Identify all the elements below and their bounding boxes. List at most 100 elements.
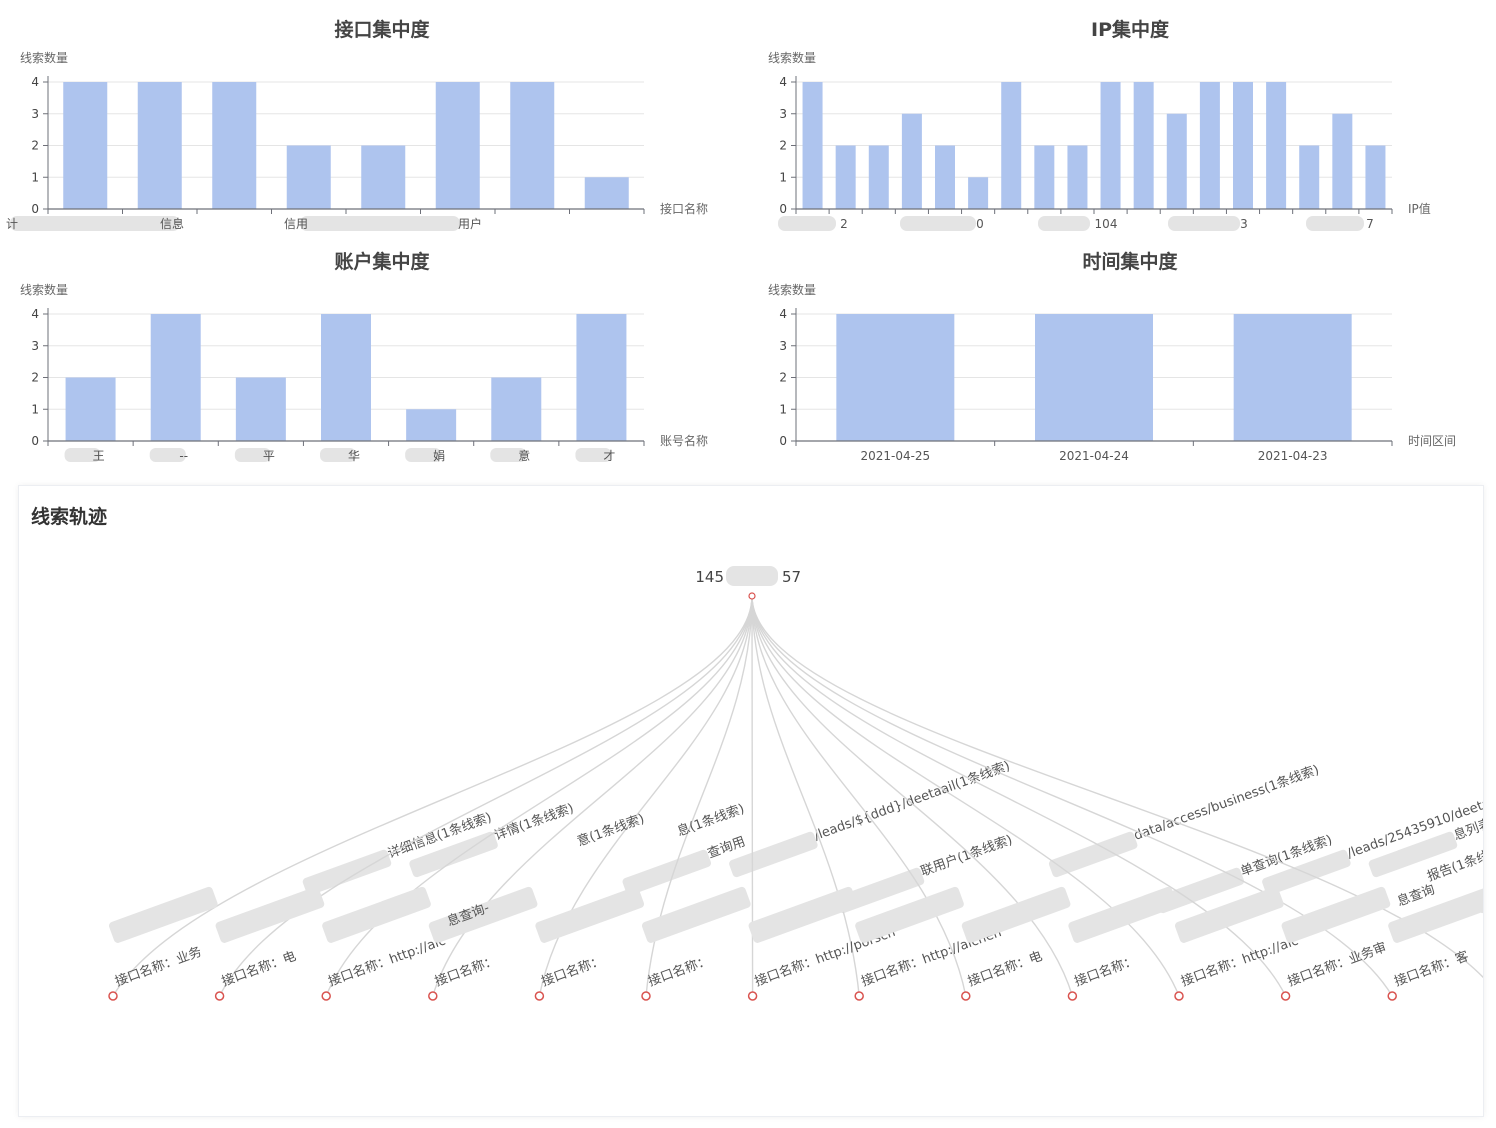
bar xyxy=(321,314,371,441)
y-tick-label: 2 xyxy=(779,371,787,385)
redacted-label-mask xyxy=(778,216,836,231)
bar xyxy=(1233,314,1352,441)
redacted-label-mask xyxy=(1174,886,1284,943)
x-tick-label: -- xyxy=(179,449,188,463)
bar xyxy=(1001,82,1022,209)
redacted-label-mask xyxy=(302,849,392,896)
bar xyxy=(491,377,542,441)
bar xyxy=(235,377,286,441)
x-tick-label: 104 xyxy=(1095,217,1118,231)
y-axis-label: 线索数量 xyxy=(20,50,68,65)
y-tick-label: 1 xyxy=(779,402,787,416)
trail-leaf-label: 接口名称： xyxy=(646,952,713,989)
redacted-label-mask xyxy=(900,216,976,231)
trail-leaf-node[interactable] xyxy=(534,991,545,1001)
redacted-label-mask xyxy=(234,448,271,462)
trail-leaf-node[interactable] xyxy=(1174,991,1184,1001)
redacted-label-mask xyxy=(215,886,325,943)
trail-leaf-node[interactable] xyxy=(747,991,758,1001)
y-tick-label: 3 xyxy=(779,339,787,353)
trail-leaf-node[interactable] xyxy=(428,991,438,1001)
x-axis-name: 账号名称 xyxy=(660,433,708,448)
y-tick-label: 2 xyxy=(779,139,787,153)
trail-root-node[interactable] xyxy=(748,592,756,600)
bar xyxy=(935,145,955,209)
redacted-label-mask xyxy=(409,831,498,878)
x-axis-name: IP值 xyxy=(1408,201,1431,216)
redacted-label-mask xyxy=(855,886,964,943)
trail-leaf-node[interactable] xyxy=(641,991,651,1001)
x-axis-name: 时间区间 xyxy=(1408,434,1456,448)
redacted-label-mask xyxy=(428,886,538,943)
y-tick-label: 1 xyxy=(31,402,39,416)
bar xyxy=(835,145,856,209)
bar xyxy=(968,177,989,209)
trail-leaf-node[interactable] xyxy=(108,991,118,1001)
x-axis-name: 接口名称 xyxy=(660,201,708,216)
y-tick-label: 4 xyxy=(779,75,787,89)
bar xyxy=(63,82,108,209)
redacted-label-mask xyxy=(1388,886,1483,943)
trail-fragment-label: 息(1条线索) xyxy=(675,801,747,840)
redacted-label-mask xyxy=(490,448,527,462)
trail-leaf-node[interactable] xyxy=(854,991,864,1001)
trail-root-label: 145 xyxy=(695,568,724,586)
redacted-label-mask xyxy=(1168,216,1240,231)
trail-fragment-label: 息查询 xyxy=(1395,881,1437,909)
redacted-label-mask xyxy=(10,216,180,231)
bar xyxy=(584,177,629,209)
redacted-label-mask xyxy=(835,867,925,914)
trail-leaf-label: 接口名称： xyxy=(539,952,606,989)
x-tick-label: 7 xyxy=(1366,217,1374,231)
y-tick-label: 4 xyxy=(779,307,787,321)
bar xyxy=(212,82,257,209)
y-tick-label: 3 xyxy=(779,107,787,121)
redacted-label-mask xyxy=(1048,831,1138,878)
redacted-label-mask xyxy=(64,448,101,462)
redacted-label-mask xyxy=(726,566,778,586)
trail-leaf-node[interactable] xyxy=(1280,991,1291,1001)
trail-leaf-node[interactable] xyxy=(1387,991,1397,1001)
redacted-label-mask xyxy=(108,886,218,943)
chart-title: 账户集中度 xyxy=(334,250,430,273)
bar xyxy=(1067,145,1088,209)
trail-leaf-label: 接口名称：电 xyxy=(219,948,298,990)
trail-leaf-node[interactable] xyxy=(321,991,331,1001)
chart-title: 接口集中度 xyxy=(334,18,430,41)
trail-leaf-node[interactable] xyxy=(1067,991,1078,1001)
clue-trail-panel: 线索轨迹 详细信息(1条线索) 详情(1条线索) 查询用/leads/${ddd}/… xyxy=(18,485,1484,1117)
redacted-label-mask xyxy=(1306,216,1364,231)
trail-leaf-label: 接口名称：http://alc xyxy=(326,932,448,989)
bar xyxy=(137,82,182,209)
x-tick-label: 2021-04-23 xyxy=(1258,449,1328,463)
y-axis-label: 线索数量 xyxy=(20,282,68,297)
y-tick-label: 4 xyxy=(31,75,39,89)
trail-link xyxy=(751,595,1180,997)
trail-leaf-node[interactable] xyxy=(214,991,225,1001)
y-tick-label: 0 xyxy=(31,434,39,448)
trail-leaf-tail-label: data/access/business(1条线索) xyxy=(1132,762,1322,844)
y-tick-label: 2 xyxy=(31,139,39,153)
redacted-label-mask xyxy=(1281,886,1391,943)
trail-leaf-tail-label: 联用户(1条线索) xyxy=(918,832,1014,880)
trail-leaf-tail-label: /leads/${ddd}/deetaail(1条线索) xyxy=(812,758,1012,844)
trail-link xyxy=(432,595,753,997)
redacted-label-mask xyxy=(641,886,751,943)
x-tick-label: 0 xyxy=(976,217,984,231)
bar xyxy=(1166,113,1187,209)
redacted-label-mask xyxy=(1155,867,1245,914)
redacted-label-mask xyxy=(729,831,818,878)
redacted-label-mask xyxy=(405,448,442,462)
redacted-label-mask xyxy=(535,886,645,943)
redacted-label-mask xyxy=(322,886,431,943)
y-tick-label: 0 xyxy=(31,202,39,216)
x-tick-label: 2021-04-24 xyxy=(1059,449,1129,463)
trail-leaf-node[interactable] xyxy=(961,991,971,1001)
trail-root-label-tail: 57 xyxy=(782,568,801,586)
bar xyxy=(1299,145,1320,209)
bar xyxy=(1100,82,1121,209)
y-tick-label: 0 xyxy=(779,434,787,448)
bar xyxy=(1034,145,1055,209)
